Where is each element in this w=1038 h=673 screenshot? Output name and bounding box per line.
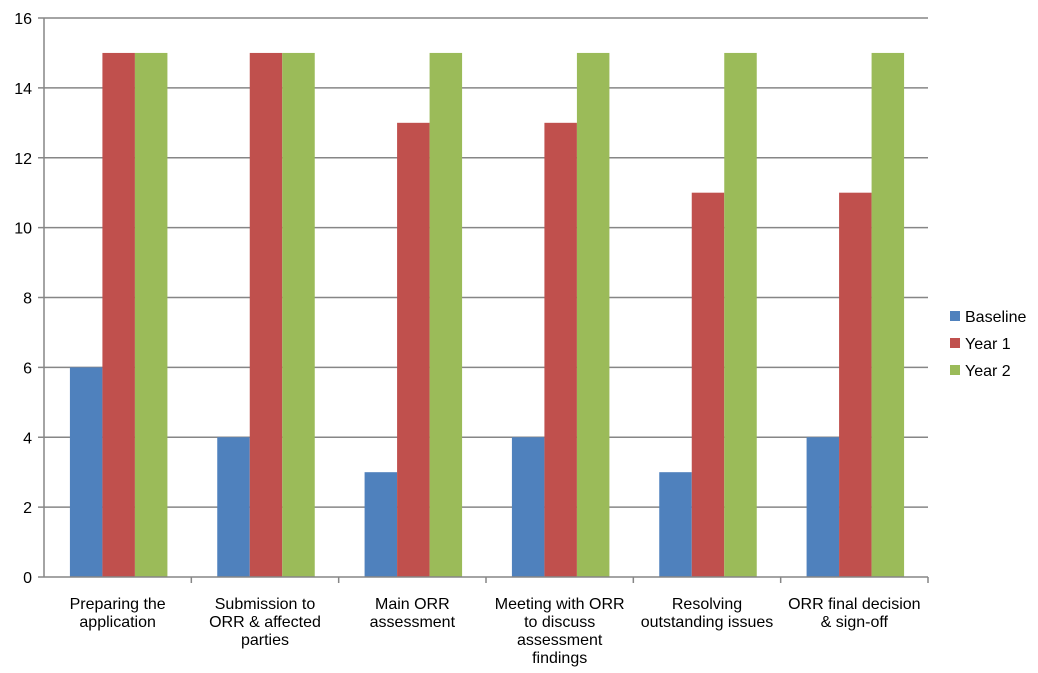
bar-year-1 [102,52,135,577]
gridlines [44,17,928,508]
x-category-label: ORR final decision [788,596,921,613]
bar-baseline [69,367,103,577]
y-tick-label: 2 [23,500,32,517]
y-tick-label: 14 [14,81,32,98]
x-category-label: & sign-off [821,614,889,631]
y-tick-label: 4 [23,430,32,447]
bar-year-2 [134,52,168,577]
bar-year-2 [724,52,757,577]
legend-swatch [950,365,960,375]
bar-year-1 [249,52,283,577]
bars [69,52,905,577]
x-category-label: parties [241,632,289,649]
y-tick-label: 8 [23,291,32,308]
x-category-label: Resolving [672,596,742,613]
x-category-label: Preparing the [70,596,166,613]
bar-year-2 [871,52,905,577]
legend-label: Baseline [965,309,1026,326]
x-category-label: outstanding issues [641,614,774,631]
axes [38,17,929,583]
legend: Baseline Year 1 Year 2 [950,309,1026,380]
x-category-label: assessment [370,614,456,631]
bar-year-1 [839,192,872,577]
bar-baseline [806,437,840,577]
bar-year-1 [397,122,430,577]
legend-label: Year 2 [965,363,1011,380]
bar-year-1 [691,192,725,577]
y-tick-label: 12 [14,151,32,168]
x-category-label: ORR & affected [209,614,321,631]
bar-year-2 [576,52,610,577]
bar-year-2 [282,52,315,577]
x-category-label: Meeting with ORR [495,596,625,613]
x-category-label: findings [532,650,587,667]
x-category-label: to discuss [524,614,595,631]
bar-year-1 [544,122,577,577]
y-axis-tick-labels: 0 2 4 6 8 10 12 14 16 [14,11,32,587]
legend-label: Year 1 [965,336,1011,353]
bar-year-2 [429,52,463,577]
bar-baseline [511,437,545,577]
x-category-label: Submission to [215,596,316,613]
x-category-label: Main ORR [375,596,450,613]
bar-baseline [217,437,250,577]
x-category-label: assessment [517,632,603,649]
y-tick-label: 0 [23,570,32,587]
x-category-label: application [79,614,156,631]
legend-swatch [950,311,960,321]
legend-swatch [950,338,960,348]
y-tick-label: 10 [14,221,32,238]
y-tick-label: 6 [23,360,32,377]
y-tick-label: 16 [14,11,32,28]
bar-baseline [659,472,692,577]
bar-baseline [364,472,398,577]
